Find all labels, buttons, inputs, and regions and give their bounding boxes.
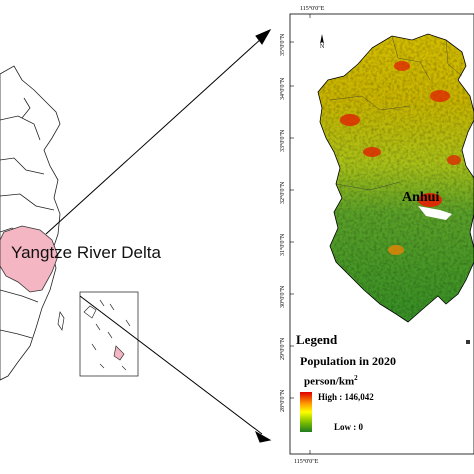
longitude-top-label: 115°0'0"E [300, 6, 325, 12]
latitude-label-29: 29°0'0"N [280, 337, 286, 360]
legend-color-icon [466, 340, 470, 344]
legend-unit-label: person/km2 [304, 374, 358, 388]
legend-title: Legend [296, 332, 338, 347]
china-outline [0, 65, 61, 381]
province-boundary [317, 33, 474, 323]
latitude-label-31: 31°0'0"N [280, 233, 286, 256]
pointer-arrows [45, 28, 272, 443]
legend-color-ramp [300, 392, 312, 432]
north-arrow-icon [320, 34, 324, 44]
north-arrow-label: N [320, 44, 325, 50]
province-label: Anhui [402, 190, 440, 205]
legend-high-label: High : 146,042 [318, 392, 374, 402]
frame-ticks [290, 14, 311, 454]
legend-unit-base: person/km [304, 375, 355, 388]
latitude-label-28: 28°0'0"N [280, 389, 286, 412]
latitude-label-32: 32°0'0"N [280, 181, 286, 204]
latitude-label-35: 35°0'0"N [280, 33, 286, 56]
latitude-label-30: 30°0'0"N [280, 285, 286, 308]
legend-population-label: Population in 2020 [300, 354, 397, 368]
inset-islands [83, 299, 131, 371]
legend-unit-exponent: 2 [354, 374, 358, 382]
latitude-label-33: 33°0'0"N [280, 129, 286, 152]
city-boundaries [329, 35, 463, 191]
yangtze-region-highlight [0, 225, 59, 293]
region-label: Yangtze River Delta [11, 243, 161, 262]
taiwan-island [57, 311, 65, 331]
longitude-bottom-label: 115°0'0"E [294, 459, 319, 465]
latitude-label-34: 34°0'0"N [280, 77, 286, 100]
legend-low-label: Low : 0 [334, 422, 363, 432]
